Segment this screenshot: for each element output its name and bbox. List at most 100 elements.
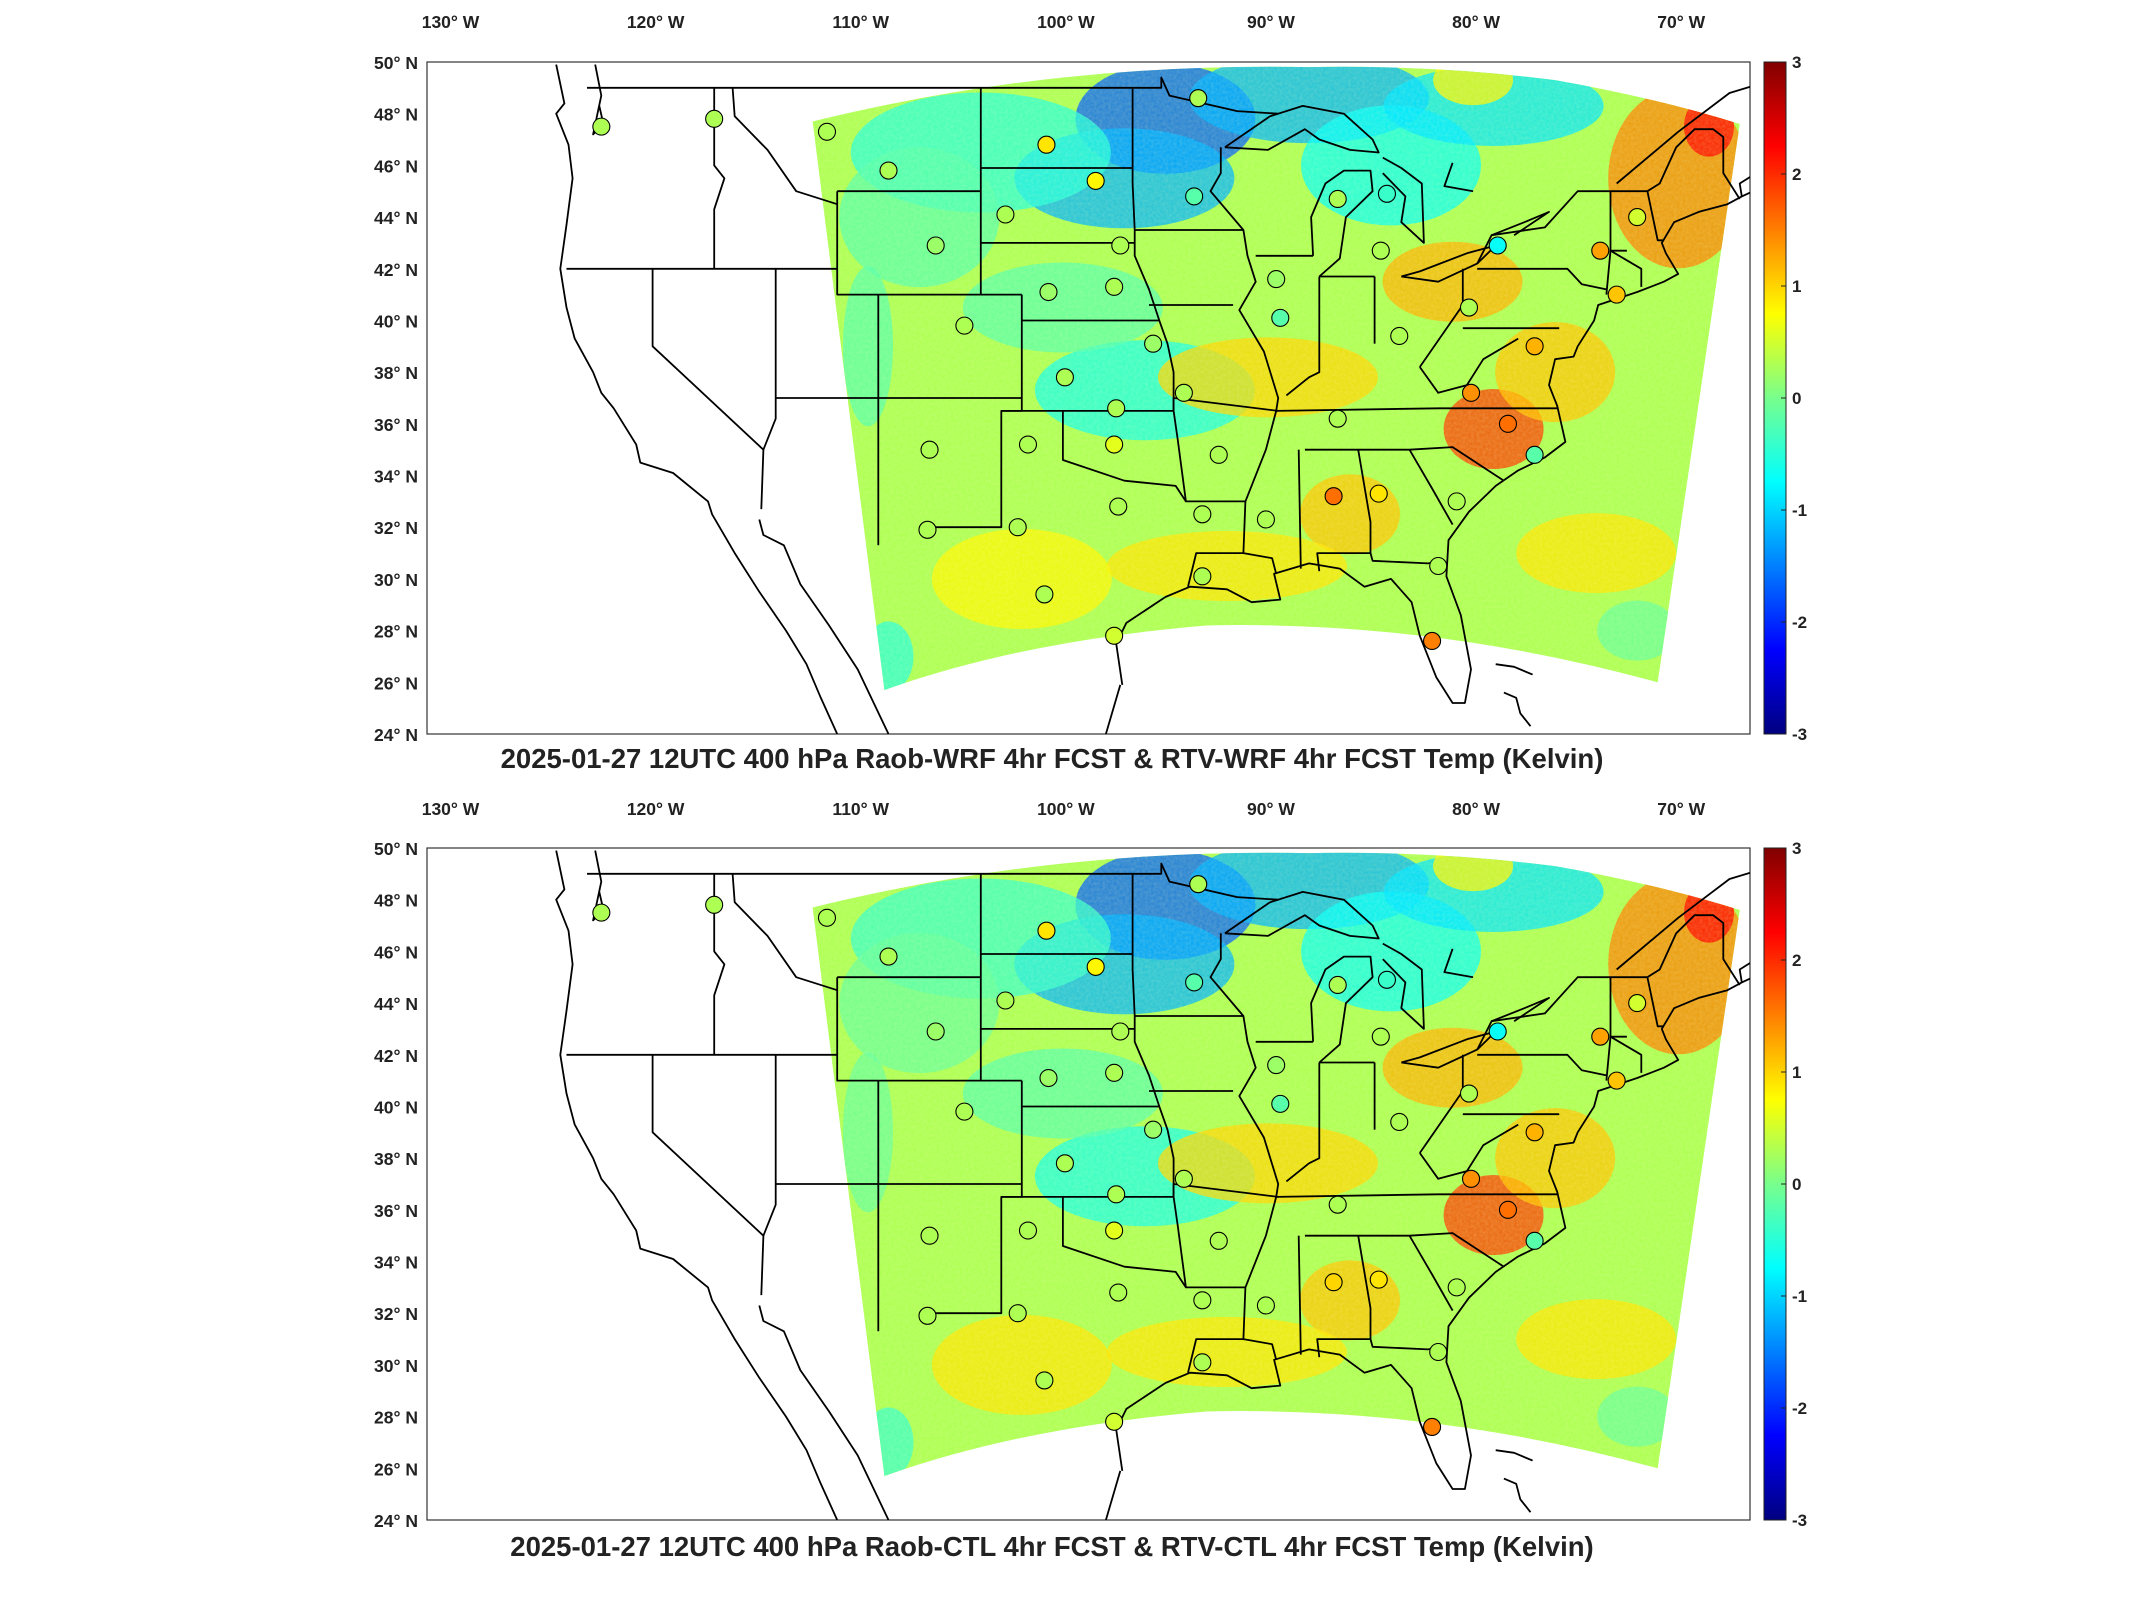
lat-tick-label: 40° N (374, 1097, 418, 1117)
raob-station-marker (1189, 89, 1208, 108)
panel-title: 2025-01-27 12UTC 400 hPa Raob-WRF 4hr FC… (501, 743, 1604, 774)
raob-station-marker (1459, 298, 1479, 317)
lat-tick-label: 48° N (374, 891, 418, 911)
colorbar-tick-label: 2 (1792, 165, 1801, 184)
colorbar-tick-label: 3 (1792, 53, 1801, 72)
lat-tick-label: 38° N (374, 1149, 418, 1169)
raob-station-marker (1271, 1094, 1290, 1113)
lat-tick-label: 44° N (374, 994, 418, 1014)
raob-station-marker (1107, 399, 1126, 418)
raob-station-marker (1390, 1112, 1409, 1132)
raob-station-marker (1105, 277, 1124, 296)
lat-tick-label: 28° N (374, 622, 418, 642)
raob-station-marker (1328, 189, 1347, 209)
raob-station-marker (918, 1306, 937, 1325)
raob-station-marker (1371, 241, 1390, 260)
raob-station-marker (1328, 409, 1347, 428)
raob-station-marker (1390, 326, 1409, 346)
raob-station-marker (1111, 236, 1130, 255)
map-panel-bottom: 50° N 48° N 46° N 44° N 42° N 40° N 38° N 36° N… (374, 799, 1807, 1562)
raob-station-marker (1144, 334, 1163, 353)
lat-tick-label: 34° N (374, 1253, 418, 1273)
raob-station-marker (1377, 184, 1396, 203)
lat-tick-label: 26° N (374, 673, 418, 693)
raob-station-marker (1193, 1291, 1212, 1310)
raob-station-marker (1174, 1169, 1193, 1188)
raob-station-marker (1256, 510, 1275, 529)
raob-station-marker (1525, 1231, 1544, 1250)
state-boundaries (555, 850, 1750, 1520)
lon-tick-label: 120° W (627, 799, 685, 819)
raob-station-marker (1008, 518, 1027, 537)
temperature-difference-field (812, 852, 1740, 1477)
raob-station-marker (1498, 414, 1518, 433)
lat-tick-label: 38° N (374, 363, 418, 383)
raob-station-marker (1086, 957, 1105, 976)
lon-tick-label: 110° W (832, 799, 889, 819)
colorbar-tick-label: -3 (1792, 725, 1807, 744)
raob-station-marker (705, 895, 724, 914)
raob-station-marker (926, 236, 945, 255)
raob-station-marker (1055, 1154, 1074, 1173)
raob-station-marker (1324, 487, 1343, 506)
raob-station-marker (817, 122, 837, 141)
raob-station-marker (1461, 1169, 1481, 1188)
lon-tick-label: 100° W (1037, 799, 1095, 819)
colorbar-tick-label: -3 (1792, 1511, 1807, 1530)
raob-station-marker (1628, 208, 1647, 227)
colorbar-tick-label: 2 (1792, 951, 1801, 970)
panel-title: 2025-01-27 12UTC 400 hPa Raob-CTL 4hr FC… (510, 1531, 1593, 1562)
raob-station-marker (592, 117, 611, 136)
raob-station-marker (1271, 308, 1290, 327)
raob-station-marker (955, 1102, 974, 1121)
lat-tick-label: 26° N (374, 1459, 418, 1479)
raob-station-marker (1447, 1278, 1466, 1297)
lat-tick-label: 42° N (374, 1046, 418, 1066)
raob-station-marker (1018, 1221, 1038, 1240)
raob-station-marker (879, 161, 898, 180)
lon-tick-label: 100° W (1037, 12, 1095, 32)
raob-station-marker (1498, 1200, 1518, 1219)
lat-tick-label: 32° N (374, 1304, 418, 1324)
state-boundaries (555, 64, 1750, 734)
lat-tick-label: 40° N (374, 311, 418, 331)
raob-station-marker (1429, 1342, 1448, 1362)
raob-station-marker (1607, 1071, 1626, 1090)
raob-station-marker (1193, 1353, 1212, 1372)
raob-station-marker (1105, 1063, 1124, 1082)
raob-station-marker (996, 205, 1015, 224)
raob-station-marker (1144, 1120, 1163, 1139)
raob-station-marker (1423, 1417, 1442, 1437)
lat-tick-label: 36° N (374, 415, 418, 435)
lat-tick-label: 28° N (374, 1408, 418, 1428)
colorbar-tick-label: 1 (1792, 277, 1801, 296)
lat-tick-label: 32° N (374, 518, 418, 538)
lon-tick-label: 80° W (1452, 799, 1500, 819)
lon-tick-label: 120° W (627, 12, 685, 32)
longitude-tick-labels: 130° W 120° W 110° W 100° W 90° W 80° W 70° W (422, 12, 1706, 32)
colorbar-tick-label: 1 (1792, 1063, 1801, 1082)
raob-station-marker (1628, 994, 1647, 1013)
raob-station-marker (1018, 435, 1038, 454)
lat-tick-label: 30° N (374, 1356, 418, 1376)
raob-station-marker (1525, 445, 1544, 464)
lon-tick-label: 90° W (1247, 799, 1295, 819)
raob-station-marker (1008, 1304, 1027, 1323)
raob-station-marker (1193, 505, 1212, 524)
lat-tick-label: 50° N (374, 839, 418, 859)
raob-station-marker (1369, 484, 1388, 503)
latitude-tick-labels: 50° N 48° N 46° N 44° N 42° N 40° N 38° N 36° N… (374, 53, 418, 745)
lat-tick-label: 24° N (374, 725, 418, 745)
colorbar: 3 2 1 0 -1 -2 -3 (1763, 53, 1807, 744)
latitude-tick-labels: 50° N 48° N 46° N 44° N 42° N 40° N 38° N 36° N… (374, 839, 418, 1531)
raob-station-marker (1488, 1022, 1507, 1041)
raob-station-marker (1189, 875, 1208, 894)
raob-station-marker (1267, 270, 1286, 289)
lon-tick-label: 110° W (832, 12, 889, 32)
raob-station-marker (955, 316, 974, 335)
raob-station-marker (1459, 1084, 1479, 1103)
longitude-tick-labels: 130° W 120° W 110° W 100° W 90° W 80° W 70° W (422, 799, 1706, 819)
raob-station-marker (926, 1022, 945, 1041)
raob-station-marker (1037, 135, 1056, 154)
